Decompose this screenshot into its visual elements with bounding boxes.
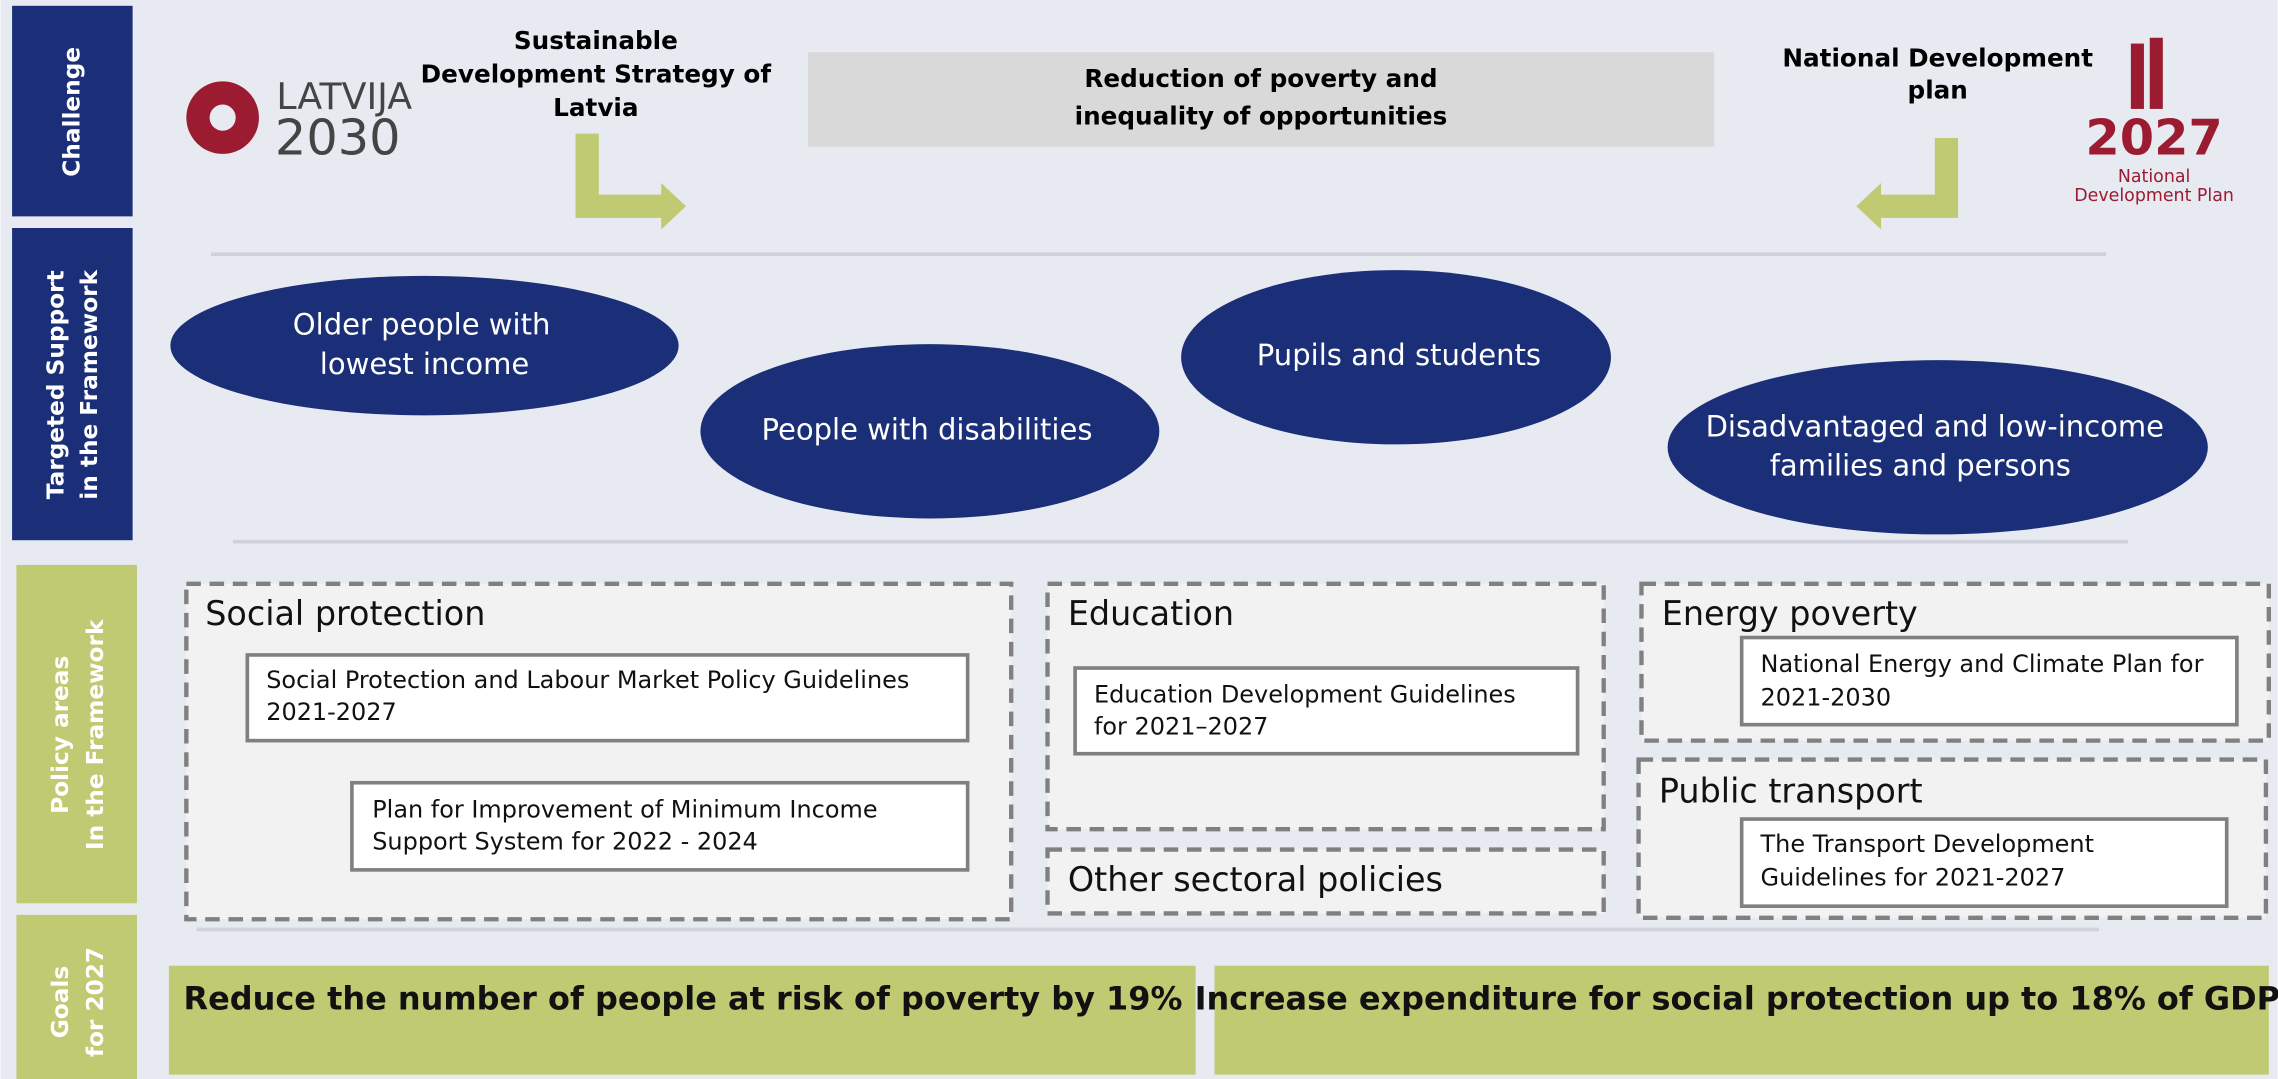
doc-text: Guidelines for 2021-2027 (1761, 864, 2066, 892)
doc-text: for 2021–2027 (1094, 713, 1268, 741)
group-label: Pupils and students (1257, 338, 1541, 372)
logo-bar (2130, 43, 2144, 109)
group-label: Disadvantaged and low-income (1706, 409, 2164, 443)
group-label: Older people with (293, 308, 551, 342)
doc-text: The Transport Development (1760, 830, 2094, 858)
doc-text: 2021-2027 (266, 698, 397, 726)
group-label: families and persons (1770, 449, 2071, 483)
doc-box (1739, 817, 2229, 909)
strategy-title: Development Strategy of (421, 60, 772, 89)
policy-title: Social protection (205, 594, 485, 633)
group-label: People with disabilities (761, 412, 1092, 446)
logo-right: 2027 National Development Plan (2074, 37, 2234, 206)
strategy-title: Latvia (553, 93, 638, 122)
plan-title: National Development (1782, 44, 2093, 73)
plan-title: plan (1908, 75, 1968, 104)
side-label: In the Framework (82, 619, 109, 850)
policy-title: Energy poverty (1662, 594, 1918, 633)
policy-title: Education (1068, 594, 1234, 633)
policy-title: Public transport (1659, 771, 1923, 810)
goal-text: Reduce the number of people at risk of p… (184, 980, 1183, 1018)
goals: Reduce the number of people at risk of p… (168, 965, 2278, 1075)
doc-text: National Energy and Climate Plan for (1761, 650, 2204, 678)
logo-text: 2027 (2085, 108, 2222, 166)
doc-text: Plan for Improvement of Minimum Income (372, 795, 877, 823)
doc-text: Social Protection and Labour Market Poli… (266, 666, 909, 694)
side-box (12, 227, 133, 541)
doc-text: Support System for 2022 - 2024 (372, 827, 758, 855)
policy-areas: Social protection Social Protection and … (184, 581, 2272, 922)
target-groups: Older people with lowest income People w… (170, 270, 2208, 535)
challenge-text: Reduction of poverty and (1084, 64, 1437, 93)
logo-text: LATVIJA (276, 75, 412, 118)
side-box (12, 5, 133, 217)
group-ellipse (1181, 270, 1611, 445)
logo-left: LATVIJA 2030 (186, 75, 412, 166)
policy-title: Other sectoral policies (1068, 860, 1443, 899)
side-labels: Challenge Targeted Support in the Framew… (12, 5, 137, 1079)
logo-bar (2149, 37, 2163, 109)
policy-box (1045, 847, 1606, 916)
challenge-box (807, 52, 1715, 147)
doc-box (1739, 635, 2239, 727)
side-box (16, 564, 137, 904)
logo-text: Development Plan (2074, 186, 2234, 206)
doc-text: 2021-2030 (1761, 684, 1892, 712)
side-label: Goals (47, 966, 74, 1038)
goal-box (168, 965, 1196, 1075)
logo-text: 2030 (275, 108, 401, 166)
doc-text: Education Development Guidelines (1094, 681, 1516, 709)
logo-emblem (209, 104, 236, 131)
side-box (16, 914, 137, 1079)
group-label: lowest income (320, 347, 530, 381)
doc-box (245, 653, 970, 743)
side-label: in the Framework (76, 269, 103, 499)
group-ellipse (1667, 360, 2208, 535)
logo-text: National (2118, 167, 2191, 187)
doc-box (350, 780, 970, 872)
side-label: for 2027 (82, 947, 109, 1057)
side-label: Policy areas (47, 656, 74, 814)
arrow (575, 133, 686, 230)
goal-text: Increase expenditure for social protecti… (1195, 980, 2278, 1018)
doc-box (1073, 666, 1580, 756)
side-label: Targeted Support (43, 270, 70, 499)
challenge-text: inequality of opportunities (1075, 102, 1448, 131)
group-ellipse (700, 344, 1160, 519)
side-label: Challenge (59, 47, 86, 177)
group-ellipse (170, 275, 679, 416)
strategy-title: Sustainable (514, 26, 678, 55)
goal-box (1214, 965, 2269, 1075)
arrow (1856, 137, 1959, 230)
